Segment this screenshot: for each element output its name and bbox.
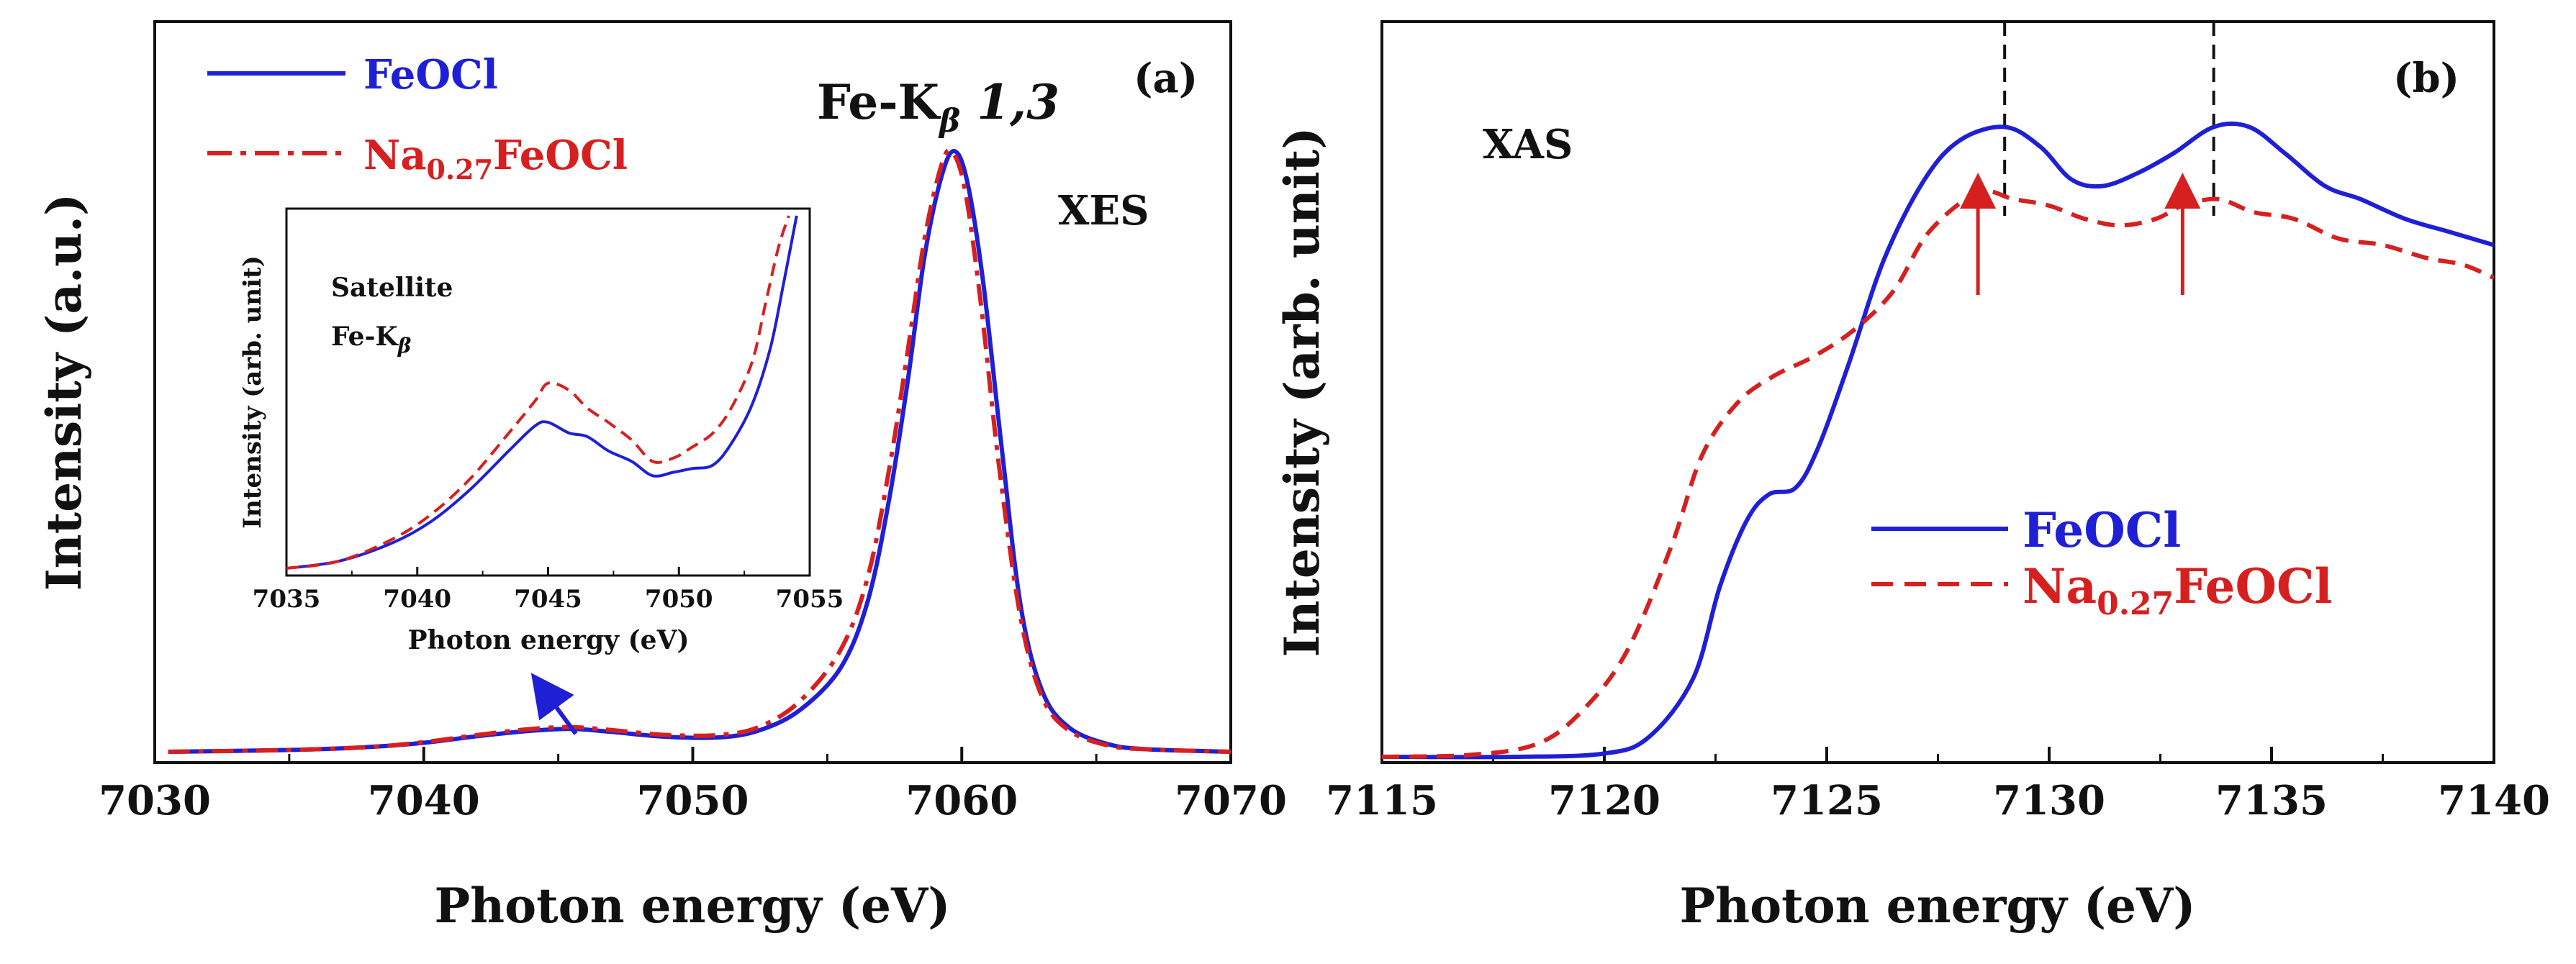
inset-plot: 7035 7040 7045 7050 7055 Satellite Fe-Kβ Pho…: [238, 207, 844, 655]
panel-a-legend: FeOCl Na0.27FeOCl: [207, 51, 628, 186]
b-x-tick-label: 7135: [2215, 777, 2328, 824]
a-x-tick-label: 7060: [905, 777, 1018, 824]
b-x-tick-label: 7120: [1548, 777, 1660, 824]
legend-a-feocl-label: FeOCl: [363, 51, 498, 99]
panel-b: 7115 7120 7125 7130 7135 7140 (b) XAS FeOCl N…: [1274, 20, 2550, 934]
a-x-tick-label: 7040: [368, 777, 480, 824]
a-series-line-na-feocl: [168, 148, 1231, 754]
legend-b-feocl-label: FeOCl: [2023, 502, 2181, 558]
b-x-tick-label: 7115: [1326, 777, 1438, 824]
b-x-tick-label: 7130: [1993, 777, 2105, 824]
inset-x-tick-label: 7055: [776, 585, 844, 614]
inset-x-axis-label: Photon energy (eV): [407, 625, 689, 655]
panel-a: 7030 7040 7050 7060 7070 (a) XES Fe-Kβ 1,3 F…: [36, 20, 1287, 934]
inset-frame: [285, 207, 811, 577]
panel-b-x-axis-label: Photon energy (eV): [1680, 878, 2196, 934]
inset-title-line1: Satellite: [331, 273, 453, 303]
panel-a-ticks: 7030 7040 7050 7060 7070: [99, 747, 1287, 824]
peak-label: Fe-Kβ 1,3: [817, 74, 1059, 140]
inset-x-tick-label: 7040: [383, 585, 451, 614]
inset-series-line-feocl: [286, 215, 798, 570]
b-x-tick-label: 7140: [2438, 777, 2550, 824]
satellite-pointer-arrow: [530, 673, 578, 735]
panel-a-curves: [168, 148, 1231, 754]
panel-a-y-axis-label: Intensity (a.u.): [36, 194, 92, 591]
a-x-tick-label: 7070: [1175, 777, 1287, 824]
xes-label: XES: [1058, 187, 1149, 235]
xas-label: XAS: [1483, 121, 1573, 168]
b-x-tick-label: 7125: [1771, 777, 1883, 824]
inset-x-tick-label: 7050: [645, 585, 713, 614]
a-x-tick-label: 7030: [99, 777, 211, 824]
b-series-line-na-feocl: [1382, 188, 2494, 759]
panel-a-label: (a): [1134, 55, 1198, 102]
inset-x-tick-label: 7035: [253, 585, 321, 614]
panel-b-ticks: 7115 7120 7125 7130 7135 7140: [1326, 747, 2550, 824]
legend-a-na-label: Na0.27FeOCl: [363, 132, 628, 186]
legend-b-na-label: Na0.27FeOCl: [2023, 558, 2333, 622]
b-series-line-feocl: [1382, 121, 2494, 760]
a-x-tick-label: 7050: [637, 777, 749, 824]
panel-b-y-axis-label: Intensity (arb. unit): [1274, 127, 1330, 658]
panel-b-legend: FeOCl Na0.27FeOCl: [1871, 502, 2333, 622]
inset-curves: [286, 215, 798, 570]
panel-a-x-axis-label: Photon energy (eV): [435, 878, 951, 934]
inset-x-tick-label: 7045: [514, 585, 582, 614]
panel-b-label: (b): [2393, 55, 2459, 102]
panel-b-markers: [2003, 22, 2215, 216]
inset-ticks: 7035 7040 7045 7050 7055: [253, 567, 844, 614]
inset-series-line-na-feocl: [286, 215, 790, 570]
inset-y-axis-label: Intensity (arb. unit): [238, 255, 267, 529]
inset-title-line2: Fe-Kβ: [331, 322, 412, 358]
panel-b-curves: [1382, 121, 2494, 760]
